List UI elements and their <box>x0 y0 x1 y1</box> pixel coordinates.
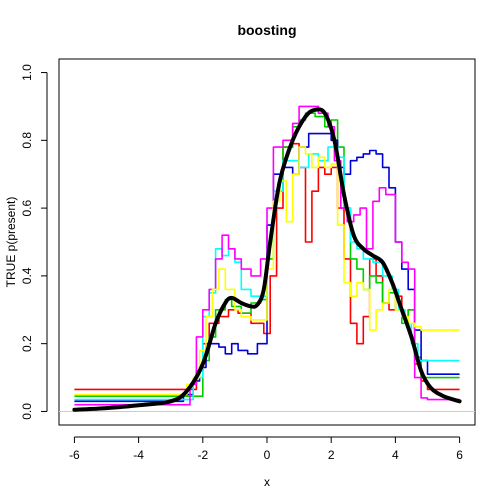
series-line-4 <box>74 105 460 406</box>
x-tick-label: -4 <box>133 448 144 462</box>
y-tick-label: 0.8 <box>20 132 34 149</box>
x-tick-label: -2 <box>197 448 208 462</box>
x-tick-label: 0 <box>264 448 271 462</box>
x-axis-title: x <box>264 475 270 489</box>
truth-curve <box>72 107 462 412</box>
y-tick-label: 0.2 <box>20 335 34 352</box>
x-axis: -6 -4 -2 0 2 4 6 <box>69 436 463 462</box>
plot-frame <box>58 58 476 426</box>
y-tick-label: 0.6 <box>20 199 34 216</box>
y-axis-title: TRUE p(present) <box>4 197 18 288</box>
y-tick-label: 0.4 <box>20 267 34 284</box>
x-tick-label: 2 <box>328 448 335 462</box>
x-tick-label: 6 <box>456 448 463 462</box>
series-line-5 <box>74 146 460 396</box>
x-tick-label: -6 <box>69 448 80 462</box>
x-tick-label: 4 <box>392 448 399 462</box>
chart-title: boosting <box>237 22 296 38</box>
plot-area <box>59 105 475 412</box>
y-tick-label: 1.0 <box>20 64 34 81</box>
y-axis: 0.0 0.2 0.4 0.6 0.8 1.0 <box>20 64 48 420</box>
y-tick-label: 0.0 <box>20 403 34 420</box>
